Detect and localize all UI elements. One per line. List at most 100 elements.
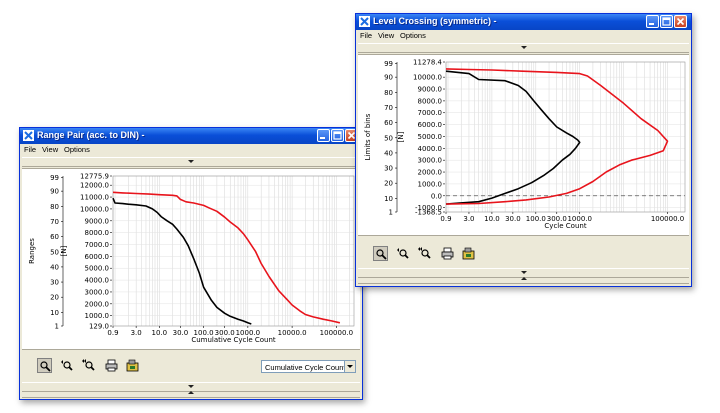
collapse-down-icon	[188, 385, 194, 388]
zoom-button[interactable]	[37, 358, 52, 373]
y-unit-label: [N]	[60, 245, 68, 256]
menu-options[interactable]: Options	[400, 31, 426, 40]
x-tick-label: 3.0	[131, 329, 142, 337]
level-crossing-title-bar[interactable]: Level Crossing (symmetric) -	[356, 14, 691, 30]
zoom-icon	[376, 249, 387, 260]
zoom-all-button[interactable]	[417, 246, 432, 261]
range-pair-plot-area: 99 90 80 70 60 50 40 30 20 10 1 12775.9 12000.0 11000…	[22, 168, 360, 350]
value-tick-label: 12775.9	[80, 173, 109, 181]
top-collapse-handle[interactable]	[358, 43, 689, 53]
maximize-icon	[662, 17, 671, 26]
range-pair-menubar: File View Options	[20, 144, 362, 155]
close-icon	[347, 131, 356, 140]
zoom-previous-button[interactable]	[59, 358, 74, 373]
print-button[interactable]	[440, 246, 455, 261]
value-tick-label: 4000.0	[85, 277, 110, 285]
value-tick-label: 10000.0	[413, 74, 442, 82]
zoom-prev-icon	[61, 360, 73, 371]
level-crossing-chart[interactable]: 99 90 80 70 60 50 40 30 20 10 1 11278.4 10000.0 9000.…	[358, 55, 689, 235]
maximize-button[interactable]	[660, 15, 673, 28]
menu-file[interactable]: File	[360, 31, 373, 40]
export-icon	[126, 359, 139, 372]
zoom-all-icon	[82, 359, 95, 371]
plot-frame	[112, 175, 355, 327]
zoom-all-button[interactable]	[81, 358, 96, 373]
series-line	[445, 68, 669, 205]
top-collapse-handle[interactable]	[22, 157, 360, 167]
collapse-down-icon	[188, 160, 194, 163]
y-unit-label: [N]	[397, 131, 405, 142]
zoom-previous-button[interactable]	[395, 246, 410, 261]
left-tick-label: 80	[384, 89, 393, 97]
x-tick-label: 100000.0	[651, 215, 684, 223]
bottom-expand-handle[interactable]	[358, 275, 689, 284]
left-tick-label: 99	[384, 60, 393, 68]
export-button[interactable]	[125, 358, 140, 373]
minimize-button[interactable]	[317, 129, 330, 142]
zoom-button[interactable]	[373, 246, 388, 261]
value-tick-label: 6000.0	[85, 253, 110, 261]
minimize-icon	[320, 137, 325, 139]
value-tick-label: 12000.0	[80, 182, 109, 190]
export-button[interactable]	[461, 246, 476, 261]
plot-frame	[445, 61, 686, 213]
left-tick-label: 1	[55, 323, 59, 331]
value-tick-label: 11278.4	[413, 59, 442, 67]
export-icon	[462, 247, 475, 260]
value-tick-label: 7000.0	[418, 109, 443, 117]
value-tick-label: 7000.0	[85, 241, 110, 249]
x-tick-label: 300.0	[547, 215, 567, 223]
level-crossing-window: Level Crossing (symmetric) - File View O…	[355, 13, 692, 287]
expand-up-icon	[520, 277, 527, 280]
collapse-down-icon	[520, 46, 527, 49]
count-type-dropdown[interactable]: Cumulative Cycle Count	[261, 360, 356, 373]
chevron-down-icon[interactable]	[344, 361, 355, 372]
value-tick-label: 9000.0	[418, 86, 443, 94]
expand-up-icon	[188, 391, 194, 394]
left-tick-label: 80	[50, 203, 59, 211]
value-tick-label: 3000.0	[85, 288, 110, 296]
app-icon	[359, 16, 370, 27]
close-icon	[676, 17, 685, 26]
maximize-icon	[333, 131, 342, 140]
print-icon	[441, 247, 454, 260]
value-tick-label: 2000.0	[418, 169, 443, 177]
value-tick-label: 6000.0	[418, 121, 443, 129]
minimize-button[interactable]	[646, 15, 659, 28]
range-pair-title: Range Pair (acc. to DIN) -	[37, 130, 145, 140]
range-pair-title-bar[interactable]: Range Pair (acc. to DIN) -	[20, 128, 362, 144]
menu-view[interactable]: View	[42, 145, 59, 154]
left-tick-label: 20	[50, 294, 59, 302]
left-tick-label: 1	[389, 209, 393, 217]
menu-view[interactable]: View	[378, 31, 395, 40]
collapse-down-icon	[520, 271, 527, 274]
print-icon	[105, 359, 118, 372]
x-tick-label: 0.9	[107, 329, 118, 337]
app-icon	[23, 130, 34, 141]
x-tick-label: 30.0	[173, 329, 189, 337]
bottom-expand-handle[interactable]	[22, 389, 360, 398]
menu-file[interactable]: File	[24, 145, 37, 154]
close-button[interactable]	[674, 15, 687, 28]
left-tick-label: 90	[384, 74, 393, 82]
x-tick-label: 3.0	[463, 215, 474, 223]
menu-options[interactable]: Options	[64, 145, 90, 154]
level-crossing-title: Level Crossing (symmetric) -	[373, 16, 497, 26]
x-tick-label: 10.0	[484, 215, 500, 223]
value-tick-label: -1368.5	[415, 209, 442, 217]
value-tick-label: 3000.0	[418, 157, 443, 165]
print-button[interactable]	[104, 358, 119, 373]
value-tick-label: 9000.0	[85, 217, 110, 225]
left-tick-label: 30	[384, 165, 393, 173]
left-tick-label: 60	[384, 119, 393, 127]
left-tick-label: 10	[50, 309, 59, 317]
level-crossing-menubar: File View Options	[356, 30, 691, 41]
value-tick-label: 5000.0	[418, 133, 443, 141]
left-tick-label: 50	[384, 134, 393, 142]
minimize-icon	[649, 23, 654, 25]
left-tick-label: 99	[50, 174, 59, 182]
maximize-button[interactable]	[331, 129, 344, 142]
zoom-icon	[40, 361, 51, 372]
x-tick-label: 10000.0	[278, 329, 307, 337]
